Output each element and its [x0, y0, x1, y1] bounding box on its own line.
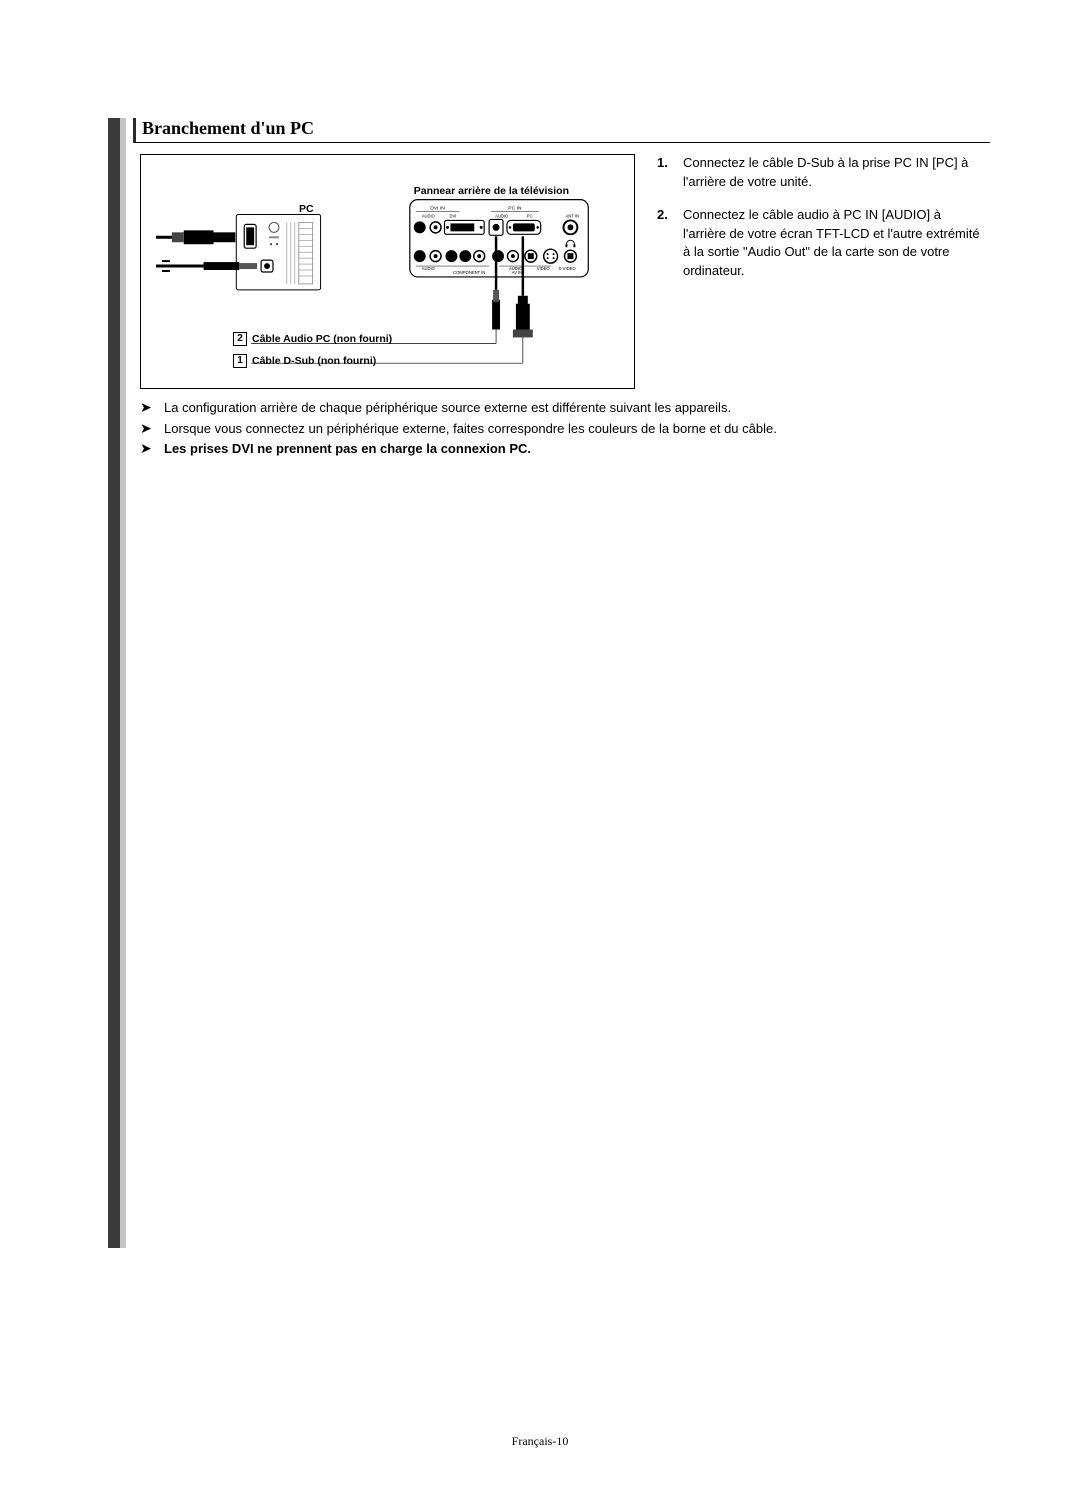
page: Branchement d'un PC Pannear arrière de l…: [0, 0, 1080, 1487]
note-item: ➤ Les prises DVI ne prennent pas en char…: [140, 439, 985, 459]
audio-plug-icon: [204, 262, 240, 270]
left-margin-bar-light: [120, 118, 126, 1248]
note-text: Lorsque vous connectez un périphérique e…: [164, 419, 777, 439]
note-item: ➤ Lorsque vous connectez un périphérique…: [140, 419, 985, 439]
notes-list: ➤ La configuration arrière de chaque pér…: [140, 398, 985, 460]
port-label: VIDEO: [537, 266, 551, 271]
dsub-plug-icon: [516, 304, 530, 330]
port-icon: [446, 250, 458, 262]
instruction-item: 1. Connectez le câble D-Sub à la prise P…: [657, 154, 985, 192]
port-label: PC: [527, 213, 533, 218]
port-label: ANT IN: [565, 213, 579, 218]
dsub-plug-icon: [184, 230, 214, 244]
callout-label: Câble D-Sub (non fourni): [252, 355, 376, 367]
note-text: Les prises DVI ne prennent pas en charge…: [164, 439, 531, 459]
callout-label: Câble Audio PC (non fourni): [252, 333, 392, 345]
instruction-text: Connectez le câble audio à PC IN [AUDIO]…: [683, 206, 985, 281]
port-icon: [414, 250, 426, 262]
section-title-wrap: Branchement d'un PC: [133, 118, 990, 143]
port-label: DVI: [449, 213, 456, 218]
instructions-list: 1. Connectez le câble D-Sub à la prise P…: [657, 154, 985, 389]
note-text: La configuration arrière de chaque périp…: [164, 398, 731, 418]
arrow-icon: ➤: [140, 439, 156, 459]
port-label: AUDIO: [422, 266, 436, 271]
connection-diagram: Pannear arrière de la télévision PC DVI …: [140, 154, 635, 389]
port-label: COMPONENT IN: [453, 270, 485, 275]
audio-plug-icon: [492, 300, 500, 330]
port-label: PC IN: [508, 206, 522, 212]
diagram-callout-2: 2 Câble Audio PC (non fourni): [233, 332, 392, 346]
port-label: S-VIDEO: [559, 266, 577, 271]
note-item: ➤ La configuration arrière de chaque pér…: [140, 398, 985, 418]
svideo-port-icon: [544, 249, 558, 263]
callout-number: 2: [233, 332, 247, 346]
section-title: Branchement d'un PC: [133, 118, 990, 143]
instruction-number: 1.: [657, 154, 673, 192]
page-number: Français-10: [0, 1434, 1080, 1449]
arrow-icon: ➤: [140, 398, 156, 418]
port-icon: [492, 250, 504, 262]
port-label: AV IN: [512, 270, 523, 275]
instruction-number: 2.: [657, 206, 673, 281]
callout-number: 1: [233, 354, 247, 368]
port-icon: [459, 250, 471, 262]
instruction-text: Connectez le câble D-Sub à la prise PC I…: [683, 154, 985, 192]
port-icon: [414, 221, 426, 233]
instruction-item: 2. Connectez le câble audio à PC IN [AUD…: [657, 206, 985, 281]
content-row: Pannear arrière de la télévision PC DVI …: [140, 154, 985, 389]
arrow-icon: ➤: [140, 419, 156, 439]
port-label: AUDIO: [495, 213, 509, 218]
port-label: AUDIO: [422, 213, 436, 218]
diagram-svg: DVI IN PC IN AUDIO DVI AUDIO PC ANT IN: [141, 155, 634, 388]
port-label: DVI IN: [430, 206, 445, 212]
diagram-callout-1: 1 Câble D-Sub (non fourni): [233, 354, 376, 368]
